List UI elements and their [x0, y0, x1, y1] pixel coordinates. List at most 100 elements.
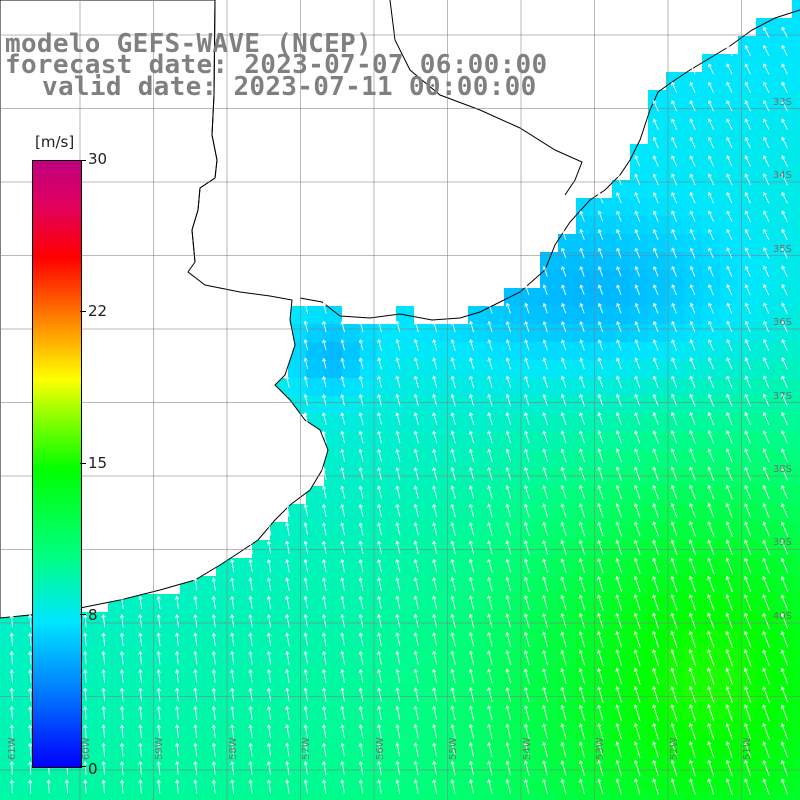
wind-arrow [688, 704, 696, 722]
wind-speed-cell [306, 486, 324, 504]
wind-speed-cell [756, 90, 774, 108]
wind-speed-cell [342, 432, 360, 450]
wind-arrow [726, 81, 733, 93]
wind-speed-cell [306, 702, 324, 720]
wind-speed-cell [270, 612, 288, 630]
wind-speed-cell [612, 342, 630, 360]
wind-speed-cell [702, 774, 720, 792]
wind-arrow [616, 284, 622, 295]
wind-arrow [744, 503, 752, 518]
wind-arrow [670, 575, 678, 593]
wind-speed-cell [702, 522, 720, 540]
wind-speed-cell [396, 342, 414, 360]
wind-speed-cell [540, 756, 558, 774]
wind-arrow [468, 467, 475, 481]
wind-arrow [321, 705, 327, 720]
latitude-label: 36S [773, 317, 792, 328]
wind-speed-cell [630, 504, 648, 522]
wind-arrow [560, 484, 567, 500]
wind-arrow [743, 630, 752, 648]
wind-speed-cell [180, 720, 198, 738]
wind-speed-cell [198, 648, 216, 666]
wind-arrow [615, 612, 623, 630]
wind-speed-cell [594, 774, 612, 792]
wind-arrow [156, 614, 161, 628]
wind-arrow [487, 339, 493, 351]
wind-arrow [578, 686, 586, 703]
wind-speed-cell [432, 396, 450, 414]
wind-speed-cell [504, 360, 522, 378]
wind-speed-cell [396, 486, 414, 504]
wind-speed-cell [378, 504, 396, 522]
wind-arrow [743, 575, 752, 593]
wind-speed-cell [720, 54, 738, 72]
wind-arrow [597, 667, 604, 685]
wind-arrow [505, 357, 512, 370]
wind-speed-cell [414, 684, 432, 702]
wind-speed-cell [720, 432, 738, 450]
wind-speed-cell [180, 594, 198, 612]
wind-speed-cell [630, 738, 648, 756]
wind-arrow [377, 632, 382, 647]
wind-arrow [138, 632, 143, 646]
wind-speed-cell [666, 72, 684, 90]
wind-speed-cell [486, 666, 504, 684]
wind-speed-cell [378, 324, 396, 342]
wind-speed-cell [414, 486, 432, 504]
wind-speed-cell [342, 324, 360, 342]
wind-speed-cell [774, 36, 792, 54]
wind-arrow [413, 485, 419, 499]
wind-arrow [138, 614, 143, 628]
wind-arrow [119, 779, 125, 794]
wind-speed-cell [504, 288, 522, 306]
wind-arrow [579, 266, 585, 277]
wind-arrow [468, 448, 475, 462]
wind-arrow [578, 631, 586, 648]
wind-speed-cell [540, 324, 558, 342]
wind-arrow [781, 393, 788, 407]
wind-arrow [487, 668, 493, 684]
latitude-label: 33S [773, 97, 792, 108]
wind-arrow [321, 302, 327, 315]
wind-speed-cell [234, 774, 252, 792]
wind-speed-cell [738, 522, 756, 540]
wind-arrow [578, 741, 585, 758]
wind-speed-cell [324, 774, 342, 792]
wind-speed-cell [432, 684, 450, 702]
longitude-label: 55W [448, 737, 459, 760]
wind-speed-cell [432, 432, 450, 450]
wind-speed-cell [288, 558, 306, 576]
wind-arrow [615, 502, 623, 518]
wind-speed-cell [612, 216, 630, 234]
wind-arrow [138, 724, 143, 739]
wind-speed-cell [180, 612, 198, 630]
wind-arrow [781, 155, 788, 167]
wind-speed-cell [522, 792, 540, 800]
wind-arrow [395, 595, 401, 610]
wind-speed-cell [414, 342, 432, 360]
wind-arrow [266, 614, 272, 628]
wind-arrow [707, 375, 715, 388]
wind-speed-cell [378, 738, 396, 756]
wind-speed-cell [198, 576, 216, 594]
wind-arrow [652, 539, 660, 556]
wind-speed-cell [324, 684, 342, 702]
wind-speed-cell [432, 774, 450, 792]
wind-speed-cell [486, 576, 504, 594]
wind-arrow [248, 540, 253, 554]
wind-speed-cell [216, 648, 234, 666]
wind-arrow [652, 448, 659, 463]
wind-arrow [670, 778, 678, 795]
wind-speed-cell [720, 558, 738, 576]
wind-speed-cell [756, 126, 774, 144]
wind-arrow [780, 686, 789, 703]
wind-arrow [413, 723, 419, 739]
wind-arrow [358, 632, 364, 647]
wind-arrow [633, 722, 641, 740]
wind-arrow [340, 448, 346, 462]
wind-arrow [763, 26, 770, 38]
wind-arrow [321, 540, 327, 554]
wind-arrow [119, 595, 125, 610]
wind-arrow [578, 521, 586, 537]
wind-speed-cell [342, 468, 360, 486]
